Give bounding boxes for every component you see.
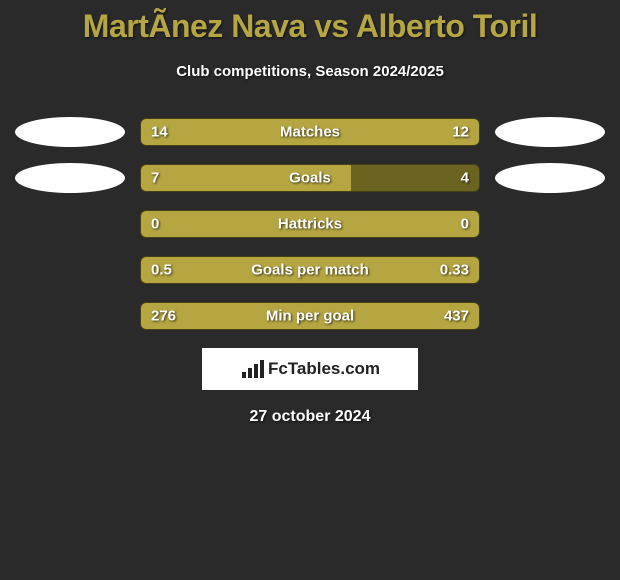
stat-label: Matches xyxy=(280,124,340,141)
stat-bar: 7 Goals 4 xyxy=(140,164,480,192)
stat-row: 7 Goals 4 xyxy=(0,164,620,192)
stat-row: 0.5 Goals per match 0.33 xyxy=(0,256,620,284)
stat-bar: 0.5 Goals per match 0.33 xyxy=(140,256,480,284)
stat-left-value: 7 xyxy=(151,170,159,187)
stat-left-value: 0 xyxy=(151,216,159,233)
left-ellipse xyxy=(15,117,125,147)
comparison-infographic: MartÃ­nez Nava vs Alberto Toril Club com… xyxy=(0,0,620,426)
stat-right-value: 437 xyxy=(444,308,469,325)
stat-right-value: 12 xyxy=(452,124,469,141)
stat-row: 14 Matches 12 xyxy=(0,118,620,146)
stat-bar: 0 Hattricks 0 xyxy=(140,210,480,238)
stat-row: 276 Min per goal 437 xyxy=(0,302,620,330)
stat-right-value: 4 xyxy=(461,170,469,187)
stats-list: 14 Matches 12 7 Goals 4 0 Hattricks 0 xyxy=(0,118,620,330)
stat-label: Min per goal xyxy=(266,308,354,325)
stat-left-value: 276 xyxy=(151,308,176,325)
stat-label: Goals xyxy=(289,170,331,187)
stat-label: Hattricks xyxy=(278,216,342,233)
stat-row: 0 Hattricks 0 xyxy=(0,210,620,238)
date: 27 october 2024 xyxy=(0,408,620,426)
brand-badge: FcTables.com xyxy=(202,348,418,390)
stat-bar: 276 Min per goal 437 xyxy=(140,302,480,330)
subtitle: Club competitions, Season 2024/2025 xyxy=(0,63,620,80)
stat-left-value: 0.5 xyxy=(151,262,172,279)
stat-label: Goals per match xyxy=(251,262,369,279)
stat-right-value: 0.33 xyxy=(440,262,469,279)
stat-bar: 14 Matches 12 xyxy=(140,118,480,146)
left-ellipse xyxy=(15,163,125,193)
page-title: MartÃ­nez Nava vs Alberto Toril xyxy=(0,8,620,45)
stat-left-value: 14 xyxy=(151,124,168,141)
right-ellipse xyxy=(495,117,605,147)
bars-icon xyxy=(240,358,266,380)
stat-right-value: 0 xyxy=(461,216,469,233)
right-ellipse xyxy=(495,163,605,193)
brand-text: FcTables.com xyxy=(268,359,380,379)
